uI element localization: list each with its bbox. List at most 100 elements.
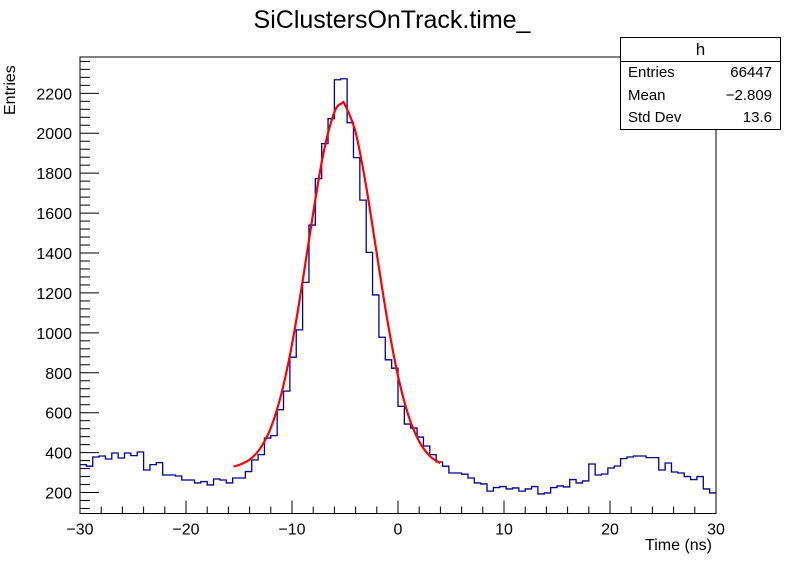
stats-label: Std Dev [628, 109, 682, 126]
x-tick-label: 30 [707, 522, 725, 539]
y-tick-label: 1600 [36, 206, 72, 223]
histogram-bin [595, 475, 601, 514]
histogram-bin [347, 123, 353, 514]
histogram-bin [252, 460, 258, 513]
histogram-bin [652, 458, 658, 514]
histogram-bin [131, 456, 137, 514]
histogram-bin [233, 478, 239, 514]
histogram-bin [175, 476, 181, 514]
histogram-bin [366, 252, 372, 513]
histogram-bin [214, 479, 220, 514]
histogram-bin [163, 475, 169, 514]
fit-curve [233, 100, 442, 468]
histogram-bin [659, 470, 665, 514]
histogram-bin [315, 179, 321, 514]
histogram-bin [156, 463, 162, 514]
histogram-bin [614, 466, 620, 514]
histogram-bin [506, 489, 512, 514]
stats-value: 66447 [730, 64, 772, 81]
histogram-bin [112, 453, 118, 513]
histogram-bin [93, 457, 99, 513]
stats-box: h Entries 66447 Mean −2.809 Std Dev 13.6 [620, 37, 781, 130]
histogram-bin [271, 436, 277, 514]
x-tick-label: −20 [172, 522, 199, 539]
histogram-bin [443, 466, 449, 513]
histogram-bin [245, 472, 251, 514]
histogram-bin [334, 80, 340, 514]
histogram-bin [474, 483, 480, 514]
histogram-bin [665, 463, 671, 514]
histogram-bin [207, 485, 213, 514]
stats-label: Mean [628, 86, 666, 104]
histogram-bin [691, 480, 697, 514]
stats-histogram-name: h [621, 38, 780, 62]
stats-row-std-dev: Std Dev 13.6 [621, 107, 780, 130]
histogram-bin [226, 483, 232, 514]
histogram-bin [188, 480, 194, 514]
y-tick-label: 1800 [36, 166, 72, 183]
histogram-bin [646, 458, 652, 514]
histogram-bin [640, 456, 646, 513]
histogram-bin [379, 337, 385, 513]
histogram-bin [239, 478, 245, 514]
histogram-bin [125, 453, 131, 513]
histogram-bin [557, 486, 563, 514]
histogram-bin [697, 477, 703, 514]
histogram-bin [290, 357, 296, 513]
histogram-bin [258, 455, 264, 514]
histogram-bin [322, 144, 328, 514]
plot-marks: −30 −20 −10 0 10 20 30 200 400 600 800 1000 1200 1400… [36, 56, 725, 539]
histogram-bin [589, 464, 595, 514]
histogram-bin [525, 489, 531, 514]
histogram-bin [137, 452, 143, 513]
y-tick-label: 800 [45, 366, 72, 383]
y-tick-label: 600 [45, 406, 72, 423]
y-tick-label: 2200 [36, 86, 72, 103]
histogram-bin [284, 391, 290, 513]
x-tick-label: 10 [495, 522, 513, 539]
histogram-bin [80, 465, 86, 514]
x-tick-label: −30 [66, 522, 93, 539]
histogram-bin [703, 489, 709, 514]
histogram-bin [392, 368, 398, 513]
x-tick-label: 0 [394, 522, 403, 539]
histogram-bin [105, 459, 111, 513]
histogram-bin [169, 475, 175, 514]
histogram-bin [86, 466, 92, 513]
histogram-bin [627, 457, 633, 513]
histogram-bin [493, 488, 499, 514]
chart-title: SiClustersOnTrack.time_ [253, 6, 531, 34]
histogram-bin [462, 474, 468, 513]
histogram-bin [481, 484, 487, 514]
histogram-bin [532, 487, 538, 514]
histogram-bin [353, 158, 359, 514]
stats-row-entries: Entries 66447 [621, 62, 780, 85]
histogram-bin [671, 472, 677, 514]
histogram-bin [576, 483, 582, 514]
histogram-bin [487, 491, 493, 513]
x-tick-label: −10 [278, 522, 305, 539]
histogram-bin [201, 482, 207, 514]
y-tick-label: 400 [45, 446, 72, 463]
histogram-bin [385, 360, 391, 514]
histogram-bin [296, 330, 302, 514]
stats-value: −2.809 [725, 86, 772, 104]
histogram-bin [455, 473, 461, 514]
histogram-bin [150, 465, 156, 514]
histogram-bin [608, 468, 614, 514]
histogram-bin [570, 480, 576, 514]
y-tick-label: 1400 [36, 246, 72, 263]
histogram-bin [264, 438, 270, 513]
histogram-bin [710, 493, 716, 514]
histogram-bin [411, 428, 417, 513]
histogram-bin [563, 487, 569, 514]
histogram-bin [99, 456, 105, 513]
histogram-bin [633, 456, 639, 513]
histogram-line [80, 78, 716, 495]
histogram-bin [684, 477, 690, 514]
histogram-bin [500, 487, 506, 514]
histogram-bin [678, 473, 684, 514]
histogram-bin [360, 200, 366, 513]
histogram-bin [582, 481, 588, 514]
